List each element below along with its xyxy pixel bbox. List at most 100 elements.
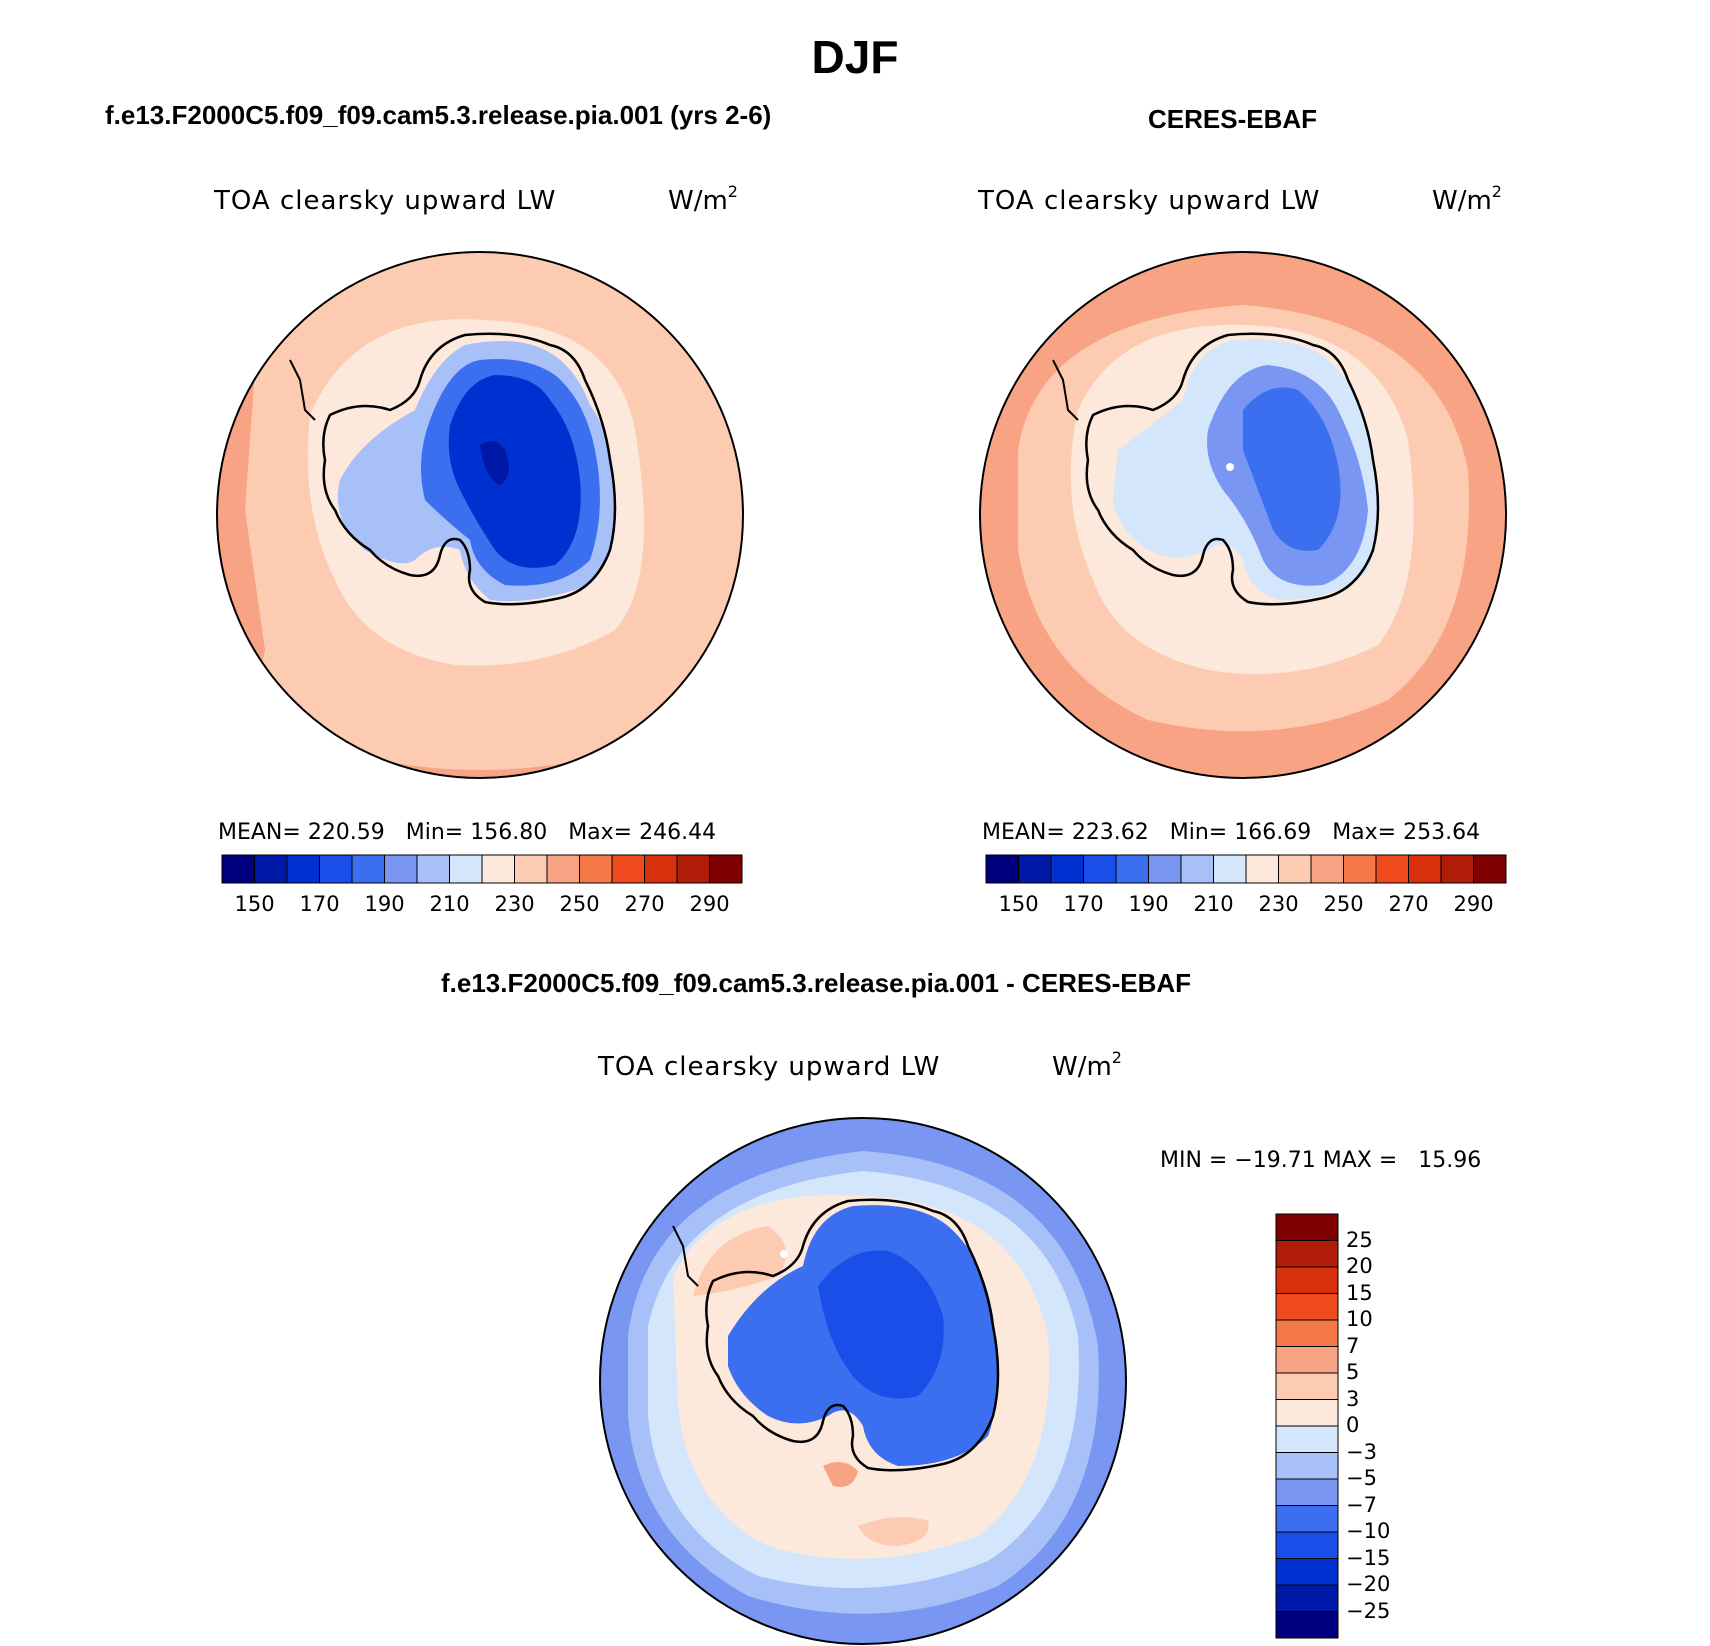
colorbar-swatch bbox=[1018, 854, 1052, 884]
panel1-units: W/m2 bbox=[668, 182, 738, 216]
colorbar-tick-label: 5 bbox=[1346, 1360, 1360, 1384]
colorbar-tick-label: 210 bbox=[429, 892, 470, 916]
colorbar-swatch bbox=[1275, 1584, 1339, 1612]
panel1-variable-label: TOA clearsky upward LW bbox=[214, 186, 557, 216]
colorbar-swatch bbox=[1275, 1505, 1339, 1533]
panel3-units: W/m2 bbox=[1052, 1048, 1122, 1082]
panel2-colorbar-labels: 150 170 190 210 230 250 270 290 bbox=[986, 892, 1506, 922]
panel2-title: CERES-EBAF bbox=[1148, 104, 1318, 134]
colorbar-swatch bbox=[709, 854, 743, 884]
colorbar-tick-label: 270 bbox=[624, 892, 665, 916]
colorbar-swatch bbox=[1050, 854, 1084, 884]
colorbar-tick-label: 0 bbox=[1346, 1413, 1360, 1437]
antarctic-peninsula-coast bbox=[1052, 359, 1079, 421]
colorbar-swatch bbox=[1275, 1611, 1339, 1639]
panel2-colorbar bbox=[985, 854, 1507, 884]
colorbar-tick-label: −15 bbox=[1346, 1545, 1391, 1570]
colorbar-swatch bbox=[1275, 1240, 1339, 1268]
colorbar-swatch bbox=[221, 854, 255, 884]
colorbar-tick-label: 250 bbox=[1323, 892, 1364, 916]
colorbar-tick-label: 20 bbox=[1346, 1254, 1373, 1278]
colorbar-swatch bbox=[1278, 854, 1312, 884]
panel3-colorbar-labels: 25 20 15 10 7 5 3 0 −3 −5 −7 −10 −15 −20 −25 bbox=[1346, 1214, 1436, 1640]
colorbar-swatch bbox=[351, 854, 385, 884]
colorbar-swatch bbox=[1115, 854, 1149, 884]
antarctica-coastline bbox=[322, 332, 617, 606]
colorbar-tick-label: 10 bbox=[1346, 1307, 1373, 1331]
colorbar-swatch bbox=[1275, 1478, 1339, 1506]
panel2-units: W/m2 bbox=[1432, 182, 1502, 216]
colorbar-tick-label: 210 bbox=[1193, 892, 1234, 916]
colorbar-swatch bbox=[1148, 854, 1182, 884]
colorbar-swatch bbox=[286, 854, 320, 884]
colorbar-swatch bbox=[416, 854, 450, 884]
colorbar-tick-label: 7 bbox=[1346, 1333, 1360, 1358]
colorbar-swatch bbox=[1275, 1558, 1339, 1586]
colorbar-tick-label: 15 bbox=[1346, 1280, 1373, 1305]
antarctic-peninsula-coast bbox=[672, 1225, 699, 1287]
colorbar-swatch bbox=[1275, 1372, 1339, 1400]
colorbar-tick-label: 3 bbox=[1346, 1386, 1360, 1411]
colorbar-swatch bbox=[1275, 1531, 1339, 1559]
colorbar-swatch bbox=[546, 854, 580, 884]
colorbar-tick-label: 250 bbox=[559, 892, 600, 916]
colorbar-swatch bbox=[985, 854, 1019, 884]
colorbar-swatch bbox=[1275, 1213, 1339, 1241]
pole-marker bbox=[1226, 463, 1234, 471]
panel3-variable-label: TOA clearsky upward LW bbox=[598, 1052, 941, 1082]
colorbar-tick-label: −3 bbox=[1346, 1439, 1377, 1464]
panel1-colorbar-labels: 150 170 190 210 230 250 270 290 bbox=[222, 892, 742, 922]
colorbar-swatch bbox=[1275, 1319, 1339, 1347]
antarctic-plateau-core bbox=[1243, 387, 1341, 551]
antarctic-peninsula-coast bbox=[289, 359, 316, 421]
colorbar-swatch bbox=[1275, 1293, 1339, 1321]
colorbar-tick-label: 150 bbox=[998, 892, 1039, 916]
panel2-stats: MEAN= 223.62 Min= 166.69 Max= 253.64 bbox=[982, 820, 1481, 845]
antarctic-minimum bbox=[480, 441, 509, 485]
colorbar-swatch bbox=[1275, 1425, 1339, 1453]
panel2-variable-label: TOA clearsky upward LW bbox=[978, 186, 1321, 216]
colorbar-tick-label: −10 bbox=[1346, 1519, 1391, 1543]
colorbar-tick-label: 170 bbox=[1063, 892, 1104, 916]
colorbar-swatch bbox=[319, 854, 353, 884]
antarctic-plateau-core bbox=[448, 375, 581, 568]
map-boundary bbox=[216, 251, 744, 779]
colorbar-swatch bbox=[449, 854, 483, 884]
panel3-stats: MIN = −19.71 MAX = 15.96 bbox=[1160, 1148, 1482, 1173]
colorbar-tick-label: 290 bbox=[1453, 892, 1494, 916]
colorbar-tick-label: 190 bbox=[364, 892, 405, 916]
colorbar-tick-label: −25 bbox=[1346, 1598, 1391, 1623]
colorbar-swatch bbox=[384, 854, 418, 884]
colorbar-swatch bbox=[254, 854, 288, 884]
colorbar-swatch bbox=[514, 854, 548, 884]
panel1-title: f.e13.F2000C5.f09_f09.cam5.3.release.pia… bbox=[105, 100, 772, 130]
colorbar-swatch bbox=[1473, 854, 1507, 884]
colorbar-swatch bbox=[1310, 854, 1344, 884]
colorbar-swatch bbox=[644, 854, 678, 884]
colorbar-swatch bbox=[1375, 854, 1409, 884]
panel3-colorbar bbox=[1275, 1213, 1339, 1639]
colorbar-tick-label: 290 bbox=[689, 892, 730, 916]
colorbar-swatch bbox=[1275, 1399, 1339, 1427]
panel1-stats: MEAN= 220.59 Min= 156.80 Max= 246.44 bbox=[218, 820, 717, 845]
colorbar-swatch bbox=[1245, 854, 1279, 884]
positive-anomaly-patch-ross bbox=[823, 1462, 858, 1487]
colorbar-tick-label: 230 bbox=[1258, 892, 1299, 916]
colorbar-swatch bbox=[1213, 854, 1247, 884]
colorbar-tick-label: 25 bbox=[1346, 1227, 1373, 1252]
colorbar-swatch bbox=[579, 854, 613, 884]
colorbar-swatch bbox=[1343, 854, 1377, 884]
colorbar-swatch bbox=[481, 854, 515, 884]
map-boundary bbox=[979, 251, 1507, 779]
colorbar-tick-label: −20 bbox=[1346, 1572, 1391, 1596]
colorbar-tick-label: 190 bbox=[1128, 892, 1169, 916]
panel1-colorbar bbox=[221, 854, 743, 884]
colorbar-tick-label: 230 bbox=[494, 892, 535, 916]
antarctica-coastline bbox=[1085, 332, 1380, 606]
colorbar-swatch bbox=[1440, 854, 1474, 884]
antarctic-strong-negative bbox=[818, 1250, 944, 1399]
colorbar-swatch bbox=[1275, 1452, 1339, 1480]
panel1-polar-map bbox=[216, 251, 744, 779]
colorbar-swatch bbox=[1275, 1346, 1339, 1374]
colorbar-tick-label: −5 bbox=[1346, 1466, 1377, 1490]
